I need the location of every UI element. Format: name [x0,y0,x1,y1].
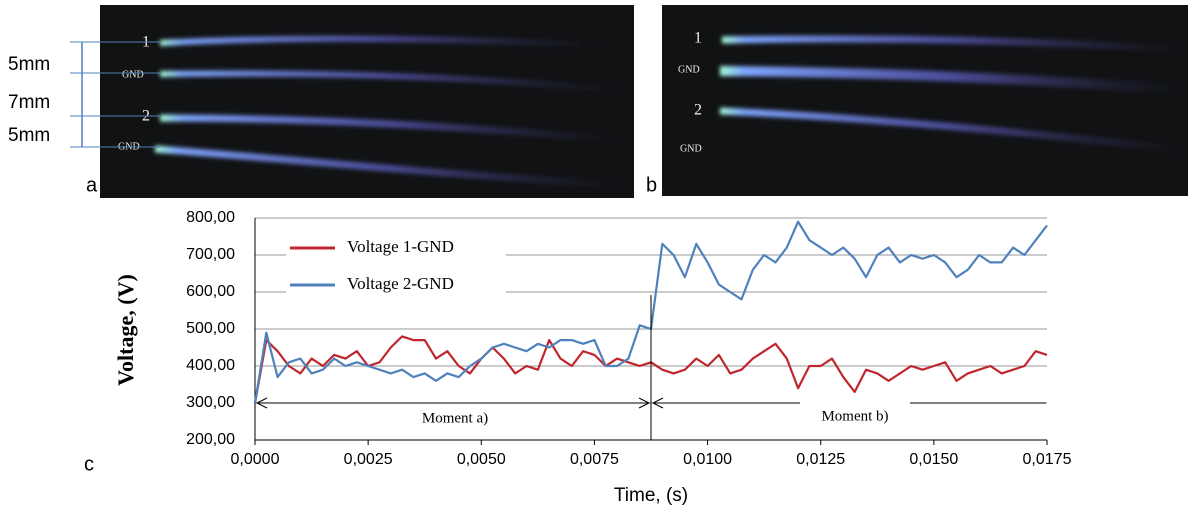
x-axis-title: Time, (s) [614,485,688,506]
electrode-label: GND [680,143,702,154]
panel-label: a [86,174,98,196]
gap-label: 7mm [8,92,50,113]
electrode-label: 2 [694,102,702,119]
annotation: Moment b) [821,408,888,424]
electrode-label: 1 [694,30,702,47]
panel-label: b [646,174,657,196]
x-tick-label: 0,0025 [344,451,393,468]
electrode-label: GND [122,69,144,80]
x-tick-label: 0,0150 [909,451,958,468]
discharges-a [154,35,621,189]
annotation: Moment a) [422,410,488,426]
x-tick-label: 0,0000 [231,451,280,468]
gap-label: 5mm [8,54,50,75]
electrode-label: GND [678,64,700,75]
y-tick-label: 600,00 [186,283,235,300]
gap-label: 5mm [8,125,50,146]
y-tick-label: 200,00 [186,431,235,448]
annotation-box [400,408,510,430]
legend-label: Voltage 2-GND [347,274,454,293]
photo-b [662,5,1188,196]
x-tick-label: 0,0050 [457,451,506,468]
annotation-box [800,397,910,419]
y-tick-label: 500,00 [186,320,235,337]
y-tick-label: 400,00 [186,357,235,374]
legend-label: Voltage 1-GND [347,237,454,256]
x-tick-label: 0,0075 [570,451,619,468]
y-tick-label: 300,00 [186,394,235,411]
y-tick-label: 700,00 [186,246,235,263]
y-axis-title: Voltage, (V) [113,274,138,386]
x-tick-label: 0,0125 [796,451,845,468]
dimension-lines [70,41,160,148]
x-tick-label: 0,0175 [1023,451,1072,468]
x-tick-label: 0,0100 [683,451,732,468]
discharges-b [719,35,1188,154]
y-tick-label: 800,00 [186,209,235,226]
panel-label: c [84,453,94,475]
